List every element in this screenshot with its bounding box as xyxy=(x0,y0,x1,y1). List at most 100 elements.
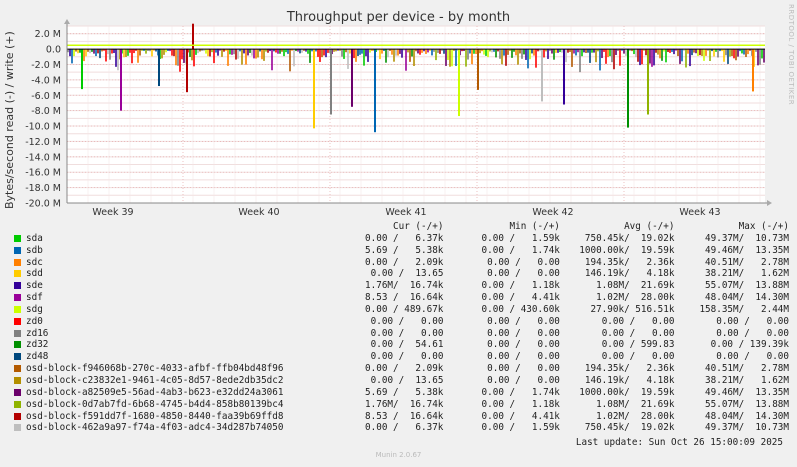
plot-area: 2.0 M 0.0 -2.0 M -4.0 M -6.0 M -8.0 M -10.0 M -… xyxy=(25,19,772,215)
legend-avg: 750.45k/ 19.02k xyxy=(584,232,675,244)
x-tick-label: Week 40 xyxy=(238,207,279,215)
legend-cur: 0.00 / 6.37k xyxy=(365,422,444,434)
legend-cur: 0.00 / 54.61 xyxy=(370,339,444,351)
legend-device-name: osd-block-a82509e5-56ad-4ab3-b623-e32dd2… xyxy=(26,386,284,398)
legend-avg: 1.02M/ 28.00k xyxy=(596,292,675,304)
legend-min: 0.00 / 0.00 xyxy=(487,339,560,351)
x-tick-label: Week 41 xyxy=(385,207,426,215)
legend-max: 55.07M/ 13.88M xyxy=(705,280,789,292)
legend-max: 55.07M/ 13.88M xyxy=(705,398,789,410)
y-tick-label: -10.0 M xyxy=(25,122,61,133)
legend-max: 49.37M/ 10.73M xyxy=(705,232,789,244)
munin-version: Munin 2.0.67 xyxy=(375,451,422,459)
legend-cur: 0.00 / 0.00 xyxy=(370,327,444,339)
legend-swatch xyxy=(14,365,21,373)
legend-swatch xyxy=(14,270,21,278)
legend-row: sdb 5.69 / 5.38k 0.00 / 1.74k 1000.00k/ 19.… xyxy=(14,245,789,257)
legend-row: osd-block-c23832e1-9461-4c05-8d57-8ede2d… xyxy=(14,375,789,387)
legend-min: 0.00 / 4.41k xyxy=(481,410,560,422)
legend-header: Cur (-/+) Min (-/+) Avg (-/+) Max (-/+) xyxy=(14,221,789,233)
legend-cur: 0.00 / 2.09k xyxy=(365,256,444,268)
legend-row: osd-block-0d7ab7fd-6b68-4745-b4d4-858b80… xyxy=(14,399,789,411)
legend-cur: 0.00 / 0.00 xyxy=(370,315,444,327)
legend-avg: 0.00 / 0.00 xyxy=(601,327,675,339)
legend-swatch xyxy=(14,341,21,349)
legend-row: osd-block-462a9a97-f74a-4f03-adc4-34d287… xyxy=(14,422,789,434)
legend-swatch xyxy=(14,234,21,242)
legend-min: 0.00 / 1.74k xyxy=(481,244,560,256)
legend-device-name: zd0 xyxy=(26,315,43,327)
y-tick-label: -4.0 M xyxy=(31,75,61,86)
legend-swatch xyxy=(14,376,21,384)
legend-swatch xyxy=(14,353,21,361)
header-max: Max (-/+) xyxy=(738,221,789,232)
legend-cur: 5.69 / 5.38k xyxy=(365,386,444,398)
legend-min: 0.00 / 0.00 xyxy=(487,315,560,327)
legend-min: 0.00 / 0.00 xyxy=(487,351,560,363)
legend-swatch xyxy=(14,388,21,396)
legend-device-name: zd16 xyxy=(26,327,49,339)
legend-row: osd-block-a82509e5-56ad-4ab3-b623-e32dd2… xyxy=(14,387,789,399)
legend-swatch xyxy=(14,412,21,420)
legend-min: 0.00 / 1.74k xyxy=(481,386,560,398)
legend-device-name: sdc xyxy=(26,256,43,268)
legend-min: 0.00 / 1.59k xyxy=(481,422,560,434)
x-axis-arrow xyxy=(767,200,772,206)
legend-swatch xyxy=(14,282,21,290)
y-tick-label: 2.0 M xyxy=(35,29,61,40)
legend-row: sda 0.00 / 6.37k 0.00 / 1.59k 750.45k/ 19.0… xyxy=(14,233,789,245)
legend-device-name: sdd xyxy=(26,268,43,280)
y-tick-label: -16.0 M xyxy=(25,168,61,179)
y-tick-label: -14.0 M xyxy=(25,152,61,163)
legend-row: zd0 0.00 / 0.00 0.00 / 0.00 0.00 / 0.00 0.00… xyxy=(14,316,789,328)
legend-max: 40.51M/ 2.78M xyxy=(705,363,789,375)
legend-avg: 0.00 / 0.00 xyxy=(601,315,675,327)
legend-avg: 1000.00k/ 19.59k xyxy=(579,244,675,256)
legend-cur: 0.00 / 6.37k xyxy=(365,232,444,244)
legend-min: 0.00 / 0.00 xyxy=(487,374,560,386)
legend-max: 38.21M/ 1.62M xyxy=(705,374,789,386)
legend-max: 0.00 / 0.00 xyxy=(716,327,789,339)
legend-swatch xyxy=(14,258,21,266)
legend-avg: 750.45k/ 19.02k xyxy=(584,422,675,434)
legend-avg: 0.00 / 599.83 xyxy=(601,339,675,351)
legend-device-name: osd-block-462a9a97-f74a-4f03-adc4-34d287… xyxy=(26,422,284,434)
y-tick-label: -8.0 M xyxy=(31,106,61,117)
legend-cur: 0.00 / 489.67k xyxy=(365,303,444,315)
legend-device-name: zd48 xyxy=(26,351,49,363)
legend-min: 0.00 / 1.59k xyxy=(481,232,560,244)
legend-max: 49.37M/ 10.73M xyxy=(705,422,789,434)
legend-min: 0.00 / 430.60k xyxy=(481,303,560,315)
legend-avg: 1.08M/ 21.69k xyxy=(596,398,675,410)
x-tick-label: Week 39 xyxy=(92,207,133,215)
legend-min: 0.00 / 0.00 xyxy=(487,256,560,268)
legend-max: 0.00 / 0.00 xyxy=(716,351,789,363)
legend-min: 0.00 / 1.18k xyxy=(481,280,560,292)
legend-row: zd32 0.00 / 54.61 0.00 / 0.00 0.00 / 599.83… xyxy=(14,339,789,351)
y-tick-label: -2.0 M xyxy=(31,60,61,71)
legend-row: sdc 0.00 / 2.09k 0.00 / 0.00 194.35k/ 2.36k… xyxy=(14,257,789,269)
legend-min: 0.00 / 0.00 xyxy=(487,363,560,375)
x-tick-label: Week 43 xyxy=(679,207,720,215)
legend-cur: 8.53 / 16.64k xyxy=(365,292,444,304)
legend-swatch xyxy=(14,400,21,408)
legend-cur: 1.76M/ 16.74k xyxy=(365,280,444,292)
legend-cur: 5.69 / 5.38k xyxy=(365,244,444,256)
y-axis-arrow xyxy=(64,19,70,24)
legend-avg: 1.02M/ 28.00k xyxy=(596,410,675,422)
legend-device-name: sde xyxy=(26,280,43,292)
legend-swatch xyxy=(14,317,21,325)
legend-swatch xyxy=(14,246,21,254)
legend-max: 48.04M/ 14.30M xyxy=(705,410,789,422)
legend-min: 0.00 / 4.41k xyxy=(481,292,560,304)
legend-device-name: sdg xyxy=(26,303,43,315)
legend-swatch xyxy=(14,424,21,432)
legend-min: 0.00 / 0.00 xyxy=(487,268,560,280)
legend-max: 0.00 / 0.00 xyxy=(716,315,789,327)
legend-max: 38.21M/ 1.62M xyxy=(705,268,789,280)
legend-max: 48.04M/ 14.30M xyxy=(705,292,789,304)
legend-avg: 194.35k/ 2.36k xyxy=(584,256,675,268)
legend-device-name: osd-block-0d7ab7fd-6b68-4745-b4d4-858b80… xyxy=(26,398,284,410)
legend-row: sdg 0.00 / 489.67k 0.00 / 430.60k 27.90k/ 5… xyxy=(14,304,789,316)
